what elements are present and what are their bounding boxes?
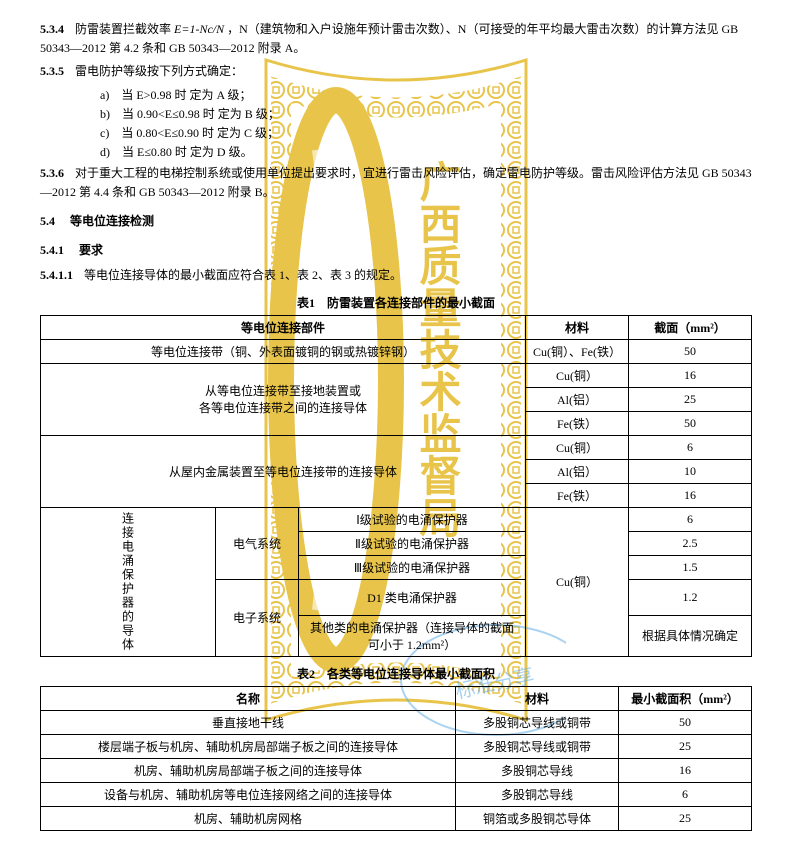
cell: 电子系统	[216, 579, 299, 656]
heading-text: 等电位连接检测	[70, 214, 154, 228]
table-row: 名称 材料 最小截面积（mm²）	[41, 686, 752, 710]
table-row: 楼层端子板与机房、辅助机房局部端子板之间的连接导体 多股铜芯导线或铜带 25	[41, 734, 752, 758]
clause-num: 5.4.1.1	[40, 268, 73, 282]
cell: 垂直接地干线	[41, 710, 456, 734]
clause-5-3-6: 5.3.6 对于重大工程的电梯控制系统或使用单位提出要求时，宜进行雷击风险评估，…	[40, 164, 752, 202]
table-row: 机房、辅助机房局部端子板之间的连接导体 多股铜芯导线 16	[41, 758, 752, 782]
table-head: 最小截面积（mm²）	[619, 686, 752, 710]
cell: 25	[619, 734, 752, 758]
list-text: 当 E>0.98 时 定为 A 级；	[121, 88, 251, 102]
cell: 25	[629, 387, 752, 411]
cell: 16	[619, 758, 752, 782]
cell: 其他类的电涌保护器（连接导体的截面可小于 1.2mm²）	[299, 615, 526, 656]
cell: 等电位连接带（铜、外表面镀铜的钢或热镀锌钢）	[41, 339, 526, 363]
table-head: 材料	[456, 686, 619, 710]
table-head: 等电位连接部件	[41, 315, 526, 339]
cell: Al(铝）	[526, 459, 629, 483]
table-row: 等电位连接带（铜、外表面镀铜的钢或热镀锌钢） Cu(铜）、Fe(铁） 50	[41, 339, 752, 363]
cell: Fe(铁）	[526, 411, 629, 435]
list-text: 当 E≤0.80 时 定为 D 级。	[122, 145, 253, 159]
table-head: 截面（mm²）	[629, 315, 752, 339]
clause-text: 对于重大工程的电梯控制系统或使用单位提出要求时，宜进行雷击风险评估，确定雷电防护…	[40, 166, 752, 199]
cell: 楼层端子板与机房、辅助机房局部端子板之间的连接导体	[41, 734, 456, 758]
table1-title: 表1 防雷装置各连接部件的最小截面	[40, 294, 752, 311]
cell: 多股铜芯导线	[456, 782, 619, 806]
clause-num: 5.3.4	[40, 22, 64, 36]
heading-num: 5.4.1	[40, 243, 64, 257]
clause-5-3-5: 5.3.5 雷电防护等级按下列方式确定：	[40, 62, 752, 81]
cell: Al(铝）	[526, 387, 629, 411]
table2-title: 表2 各类等电位连接导体最小截面积	[40, 665, 752, 682]
cell: 设备与机房、辅助机房等电位连接网络之间的连接导体	[41, 782, 456, 806]
table-head: 名称	[41, 686, 456, 710]
side-label: 连接电涌保护器的导体	[41, 507, 216, 656]
table-row: 等电位连接部件 材料 截面（mm²）	[41, 315, 752, 339]
cell: 2.5	[629, 531, 752, 555]
cell: Ⅱ级试验的电涌保护器	[299, 531, 526, 555]
heading-num: 5.4	[40, 214, 55, 228]
cell: 1.5	[629, 555, 752, 579]
heading-text: 要求	[79, 243, 103, 257]
formula: E=1-Nc/N	[174, 22, 224, 36]
cell: 6	[619, 782, 752, 806]
cell: Cu(铜）	[526, 363, 629, 387]
list-key: a)	[100, 88, 109, 102]
cell: Cu(铜）	[526, 435, 629, 459]
heading-5-4-1: 5.4.1 要求	[40, 241, 752, 260]
cell: 根据具体情况确定	[629, 615, 752, 656]
clause-5-4-1-1: 5.4.1.1 等电位连接导体的最小截面应符合表 1、表 2、表 3 的规定。	[40, 266, 752, 285]
cell: 10	[629, 459, 752, 483]
table2: 名称 材料 最小截面积（mm²） 垂直接地干线 多股铜芯导线或铜带 50 楼层端…	[40, 686, 752, 831]
list-key: d)	[100, 145, 110, 159]
table-row: 从屋内金属装置至等电位连接带的连接导体 Cu(铜） 6	[41, 435, 752, 459]
cell: 多股铜芯导线或铜带	[456, 710, 619, 734]
cell: 50	[619, 710, 752, 734]
clause-text: 雷电防护等级按下列方式确定：	[75, 64, 243, 78]
cell: Fe(铁）	[526, 483, 629, 507]
cell: 16	[629, 483, 752, 507]
table-row: 设备与机房、辅助机房等电位连接网络之间的连接导体 多股铜芯导线 6	[41, 782, 752, 806]
table-row: 机房、辅助机房网格 铜箔或多股铜芯导体 25	[41, 806, 752, 830]
cell: 50	[629, 339, 752, 363]
cell: 1.2	[629, 579, 752, 615]
cell: Cu(铜）	[526, 507, 629, 656]
table1: 等电位连接部件 材料 截面（mm²） 等电位连接带（铜、外表面镀铜的钢或热镀锌钢…	[40, 315, 752, 657]
cell: 多股铜芯导线或铜带	[456, 734, 619, 758]
heading-5-4: 5.4 等电位连接检测	[40, 212, 752, 231]
cell: 铜箔或多股铜芯导体	[456, 806, 619, 830]
list-text: 当 0.90<E≤0.98 时 定为 B 级；	[122, 107, 280, 121]
list-text: 当 0.80<E≤0.90 时 定为 C 级；	[121, 126, 279, 140]
cell: 多股铜芯导线	[456, 758, 619, 782]
grade-list: a) 当 E>0.98 时 定为 A 级； b) 当 0.90<E≤0.98 时…	[40, 86, 752, 160]
clause-text: 等电位连接导体的最小截面应符合表 1、表 2、表 3 的规定。	[84, 268, 402, 282]
cell: 6	[629, 435, 752, 459]
clause-5-3-4: 5.3.4 防雷装置拦截效率 E=1-Nc/N ，N（建筑物和入户设施年预计雷击…	[40, 20, 752, 58]
table-row: 垂直接地干线 多股铜芯导线或铜带 50	[41, 710, 752, 734]
cell: Cu(铜）、Fe(铁）	[526, 339, 629, 363]
cell: Ⅰ级试验的电涌保护器	[299, 507, 526, 531]
cell: 25	[619, 806, 752, 830]
clause-num: 5.3.5	[40, 64, 64, 78]
clause-text-a: 防雷装置拦截效率	[75, 22, 171, 36]
table-row: 从等电位连接带至接地装置或 各等电位连接带之间的连接导体 Cu(铜） 16	[41, 363, 752, 387]
cell: 从屋内金属装置至等电位连接带的连接导体	[41, 435, 526, 507]
list-key: c)	[100, 126, 109, 140]
list-key: b)	[100, 107, 110, 121]
cell: D1 类电涌保护器	[299, 579, 526, 615]
cell: Ⅲ级试验的电涌保护器	[299, 555, 526, 579]
table-head: 材料	[526, 315, 629, 339]
cell: 机房、辅助机房网格	[41, 806, 456, 830]
cell: 从等电位连接带至接地装置或 各等电位连接带之间的连接导体	[41, 363, 526, 435]
cell: 电气系统	[216, 507, 299, 579]
table-row: 连接电涌保护器的导体 电气系统 Ⅰ级试验的电涌保护器 Cu(铜） 6	[41, 507, 752, 531]
cell: 6	[629, 507, 752, 531]
cell: 16	[629, 363, 752, 387]
clause-num: 5.3.6	[40, 166, 64, 180]
cell: 机房、辅助机房局部端子板之间的连接导体	[41, 758, 456, 782]
cell: 50	[629, 411, 752, 435]
